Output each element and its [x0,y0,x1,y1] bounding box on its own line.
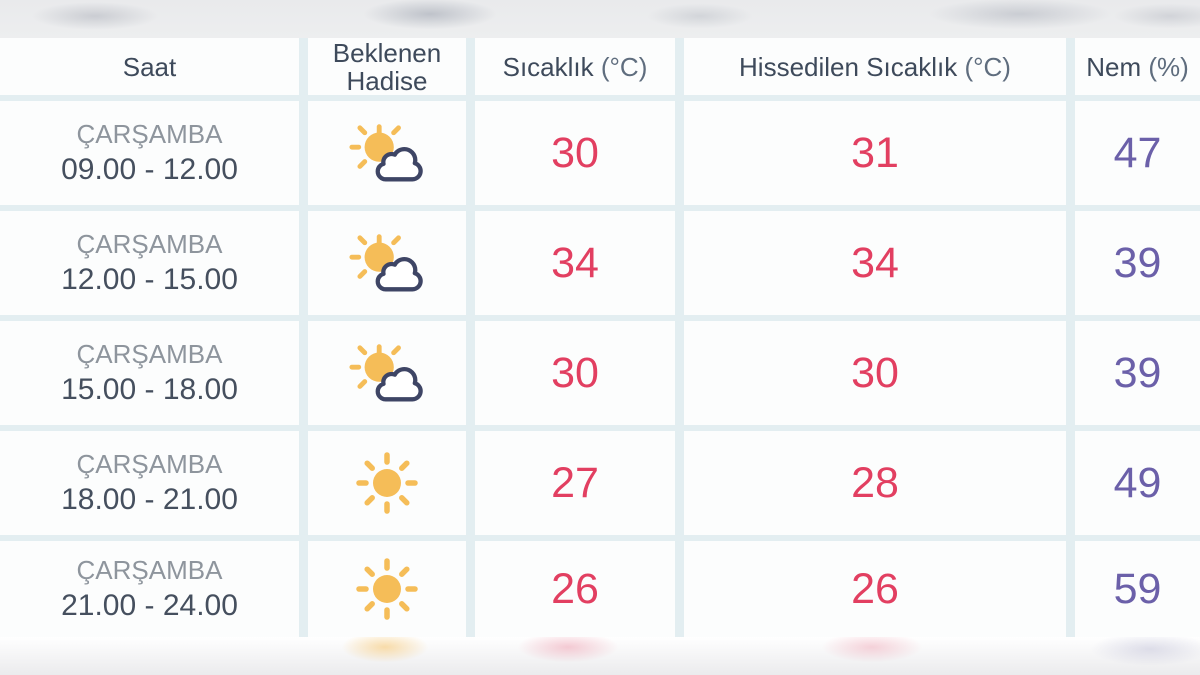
row4-time-slot: ÇARŞAMBA 18.00 - 21.00 [0,431,299,535]
row5-temperature: 26 [475,541,675,637]
row5-expected-event [308,541,466,637]
sun-behind-cloud-icon [349,344,423,402]
row1-expected-event [308,101,466,205]
row3-expected-event [308,321,466,425]
row4-humidity: 49 [1075,431,1200,535]
header-sicaklik-unit: (°C) [600,51,648,82]
header-nem-unit: (%) [1148,51,1189,82]
row2-expected-event [308,211,466,315]
row3-temperature: 30 [475,321,675,425]
header-saat-label: Saat [122,51,177,82]
row1-humidity: 47 [1075,101,1200,205]
row2-time-slot: ÇARŞAMBA 12.00 - 15.00 [0,211,299,315]
row3-hours: 15.00 - 18.00 [61,373,238,406]
row4-expected-event [308,431,466,535]
header-hadise-line: Hadise [346,65,428,96]
row5-day: ÇARŞAMBA [76,555,223,585]
row2-hours: 12.00 - 15.00 [61,263,238,296]
header-beklenen-hadise: Beklenen Hadise [308,38,466,95]
row4-hours: 18.00 - 21.00 [61,483,238,516]
row1-temperature: 30 [475,101,675,205]
header-hissedilen-label: Hissedilen Sıcaklık [739,51,958,82]
header-sicaklik-label: Sıcaklık [502,51,594,82]
header-nem-label: Nem [1086,51,1142,82]
row1-day: ÇARŞAMBA [76,119,223,149]
row1-time-slot: ÇARŞAMBA 09.00 - 12.00 [0,101,299,205]
row5-feels-like: 26 [684,541,1066,637]
header-hissedilen-sicaklik: Hissedilen Sıcaklık (°C) [684,38,1066,95]
sun-behind-cloud-icon [349,234,423,292]
header-beklenen-line: Beklenen [332,38,442,68]
sun-icon [356,558,418,620]
weather-forecast-table: Saat Beklenen Hadise Sıcaklık (°C) Hisse… [0,38,1200,637]
sun-behind-cloud-icon [349,124,423,182]
row3-time-slot: ÇARŞAMBA 15.00 - 18.00 [0,321,299,425]
sun-icon [356,452,418,514]
blurred-top-page-band [0,0,1200,38]
row3-day: ÇARŞAMBA [76,339,223,369]
row2-humidity: 39 [1075,211,1200,315]
header-nem: Nem (%) [1075,38,1200,95]
row4-feels-like: 28 [684,431,1066,535]
row5-humidity: 59 [1075,541,1200,637]
row4-day: ÇARŞAMBA [76,449,223,479]
row4-temperature: 27 [475,431,675,535]
row1-feels-like: 31 [684,101,1066,205]
row3-humidity: 39 [1075,321,1200,425]
row1-hours: 09.00 - 12.00 [61,153,238,186]
row3-feels-like: 30 [684,321,1066,425]
row5-time-slot: ÇARŞAMBA 21.00 - 24.00 [0,541,299,637]
row5-hours: 21.00 - 24.00 [61,589,238,622]
row2-day: ÇARŞAMBA [76,229,223,259]
header-hissedilen-unit: (°C) [964,51,1011,82]
blurred-bottom-page-band [0,637,1200,675]
header-sicaklik: Sıcaklık (°C) [475,38,675,95]
row2-feels-like: 34 [684,211,1066,315]
header-saat: Saat [0,38,299,95]
row2-temperature: 34 [475,211,675,315]
